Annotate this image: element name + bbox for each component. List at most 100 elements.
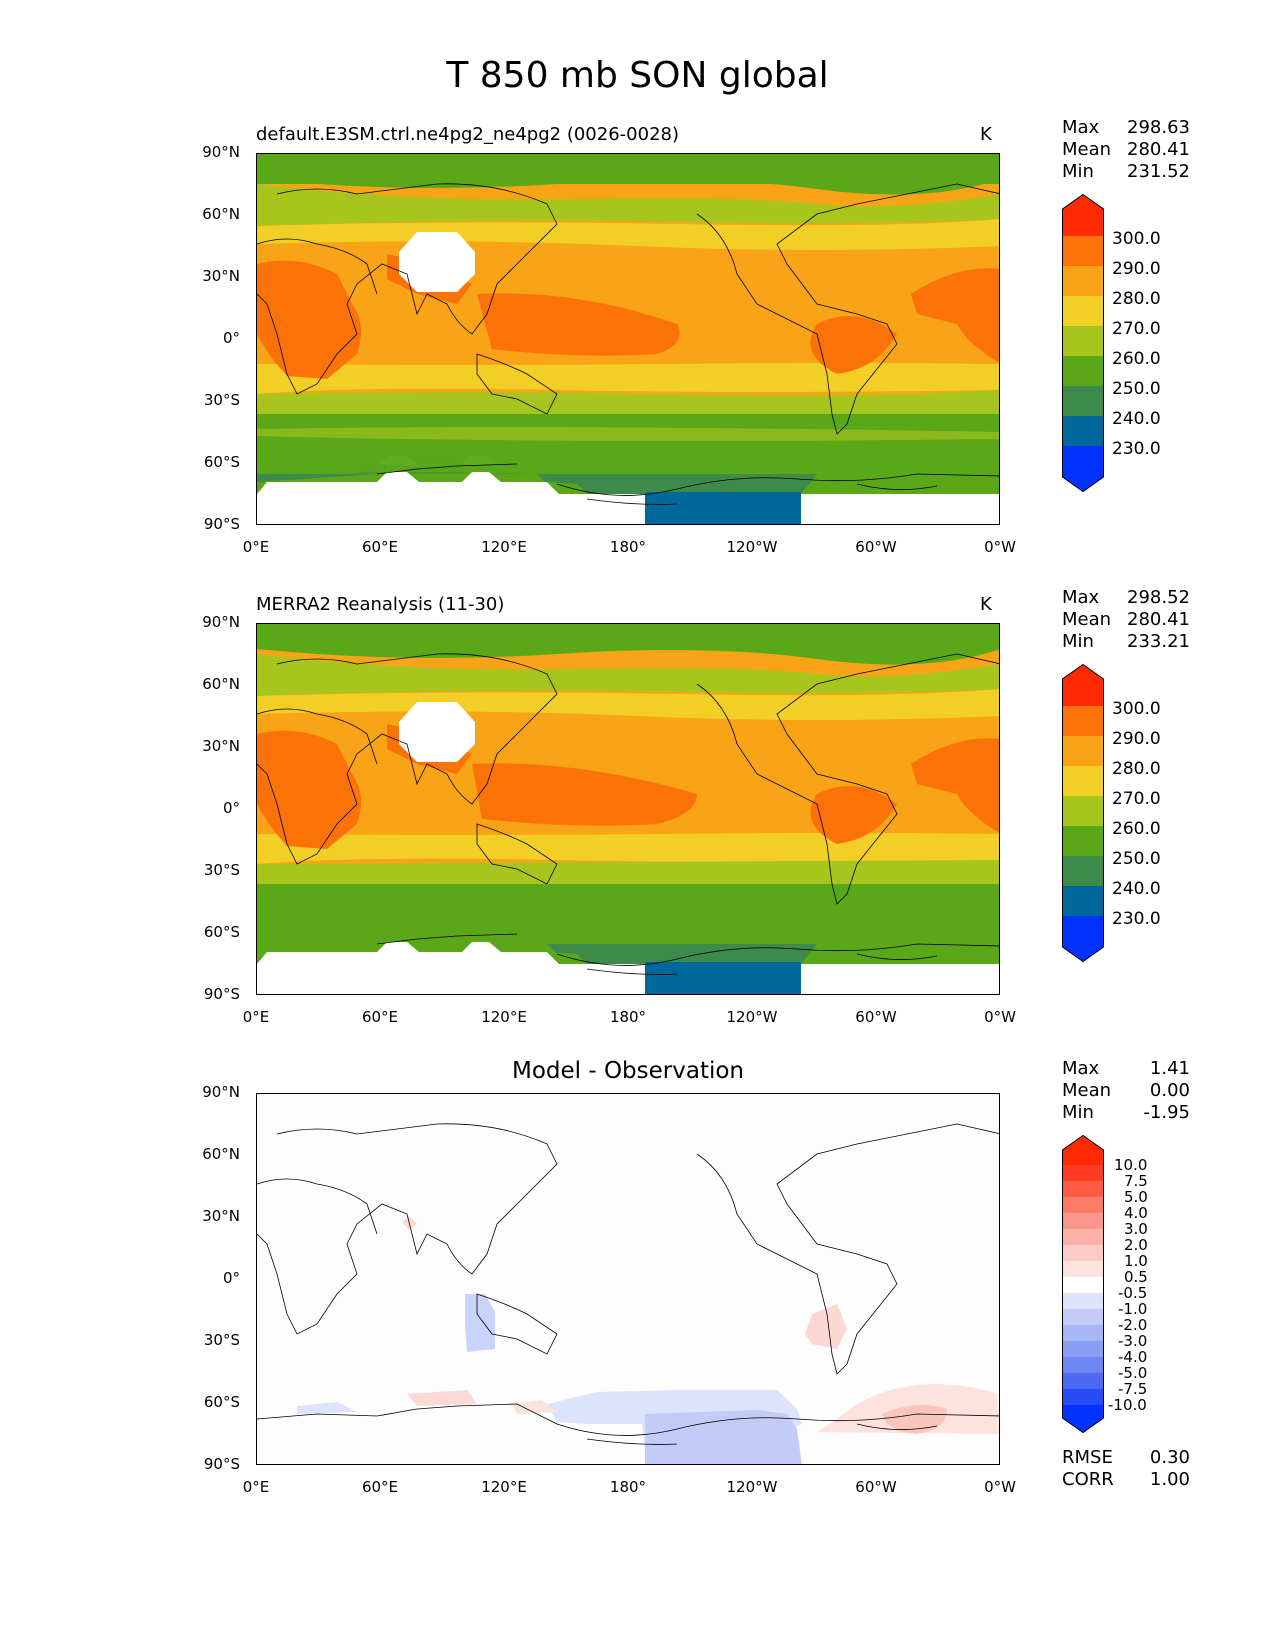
colorbar-label: 300.0 — [1112, 229, 1161, 249]
map-obs — [256, 623, 1000, 995]
x-tick-label: 60°W — [855, 1008, 897, 1026]
stats-box: Max 298.63 Mean 280.41 Min 231.52 — [1062, 117, 1190, 183]
rmse-label: RMSE — [1062, 1447, 1113, 1468]
colorbar-label: 250.0 — [1112, 379, 1161, 399]
x-tick-label: 0°E — [242, 1008, 270, 1026]
colorbar-label: -4.0 — [1118, 1348, 1148, 1366]
y-tick-label: 60°N — [202, 1145, 240, 1163]
y-tick-label: 30°N — [202, 267, 240, 285]
colorbar-label: 4.0 — [1124, 1204, 1148, 1222]
unit-label: K — [980, 124, 992, 145]
y-tick-label: 30°S — [203, 1331, 240, 1349]
x-tick-label: 0°W — [984, 1478, 1016, 1496]
y-tick-label: 30°S — [203, 391, 240, 409]
colorbar-label: 7.5 — [1124, 1172, 1148, 1190]
colorbar-label: -5.0 — [1118, 1364, 1148, 1382]
x-tick-label: 120°E — [481, 538, 527, 556]
y-tick-label: 0° — [222, 799, 240, 817]
min-value: 231.52 — [1127, 161, 1190, 182]
y-tick-label: 30°N — [202, 737, 240, 755]
x-tick-label: 120°W — [726, 1008, 778, 1026]
colorbar-label: -2.0 — [1118, 1316, 1148, 1334]
colorbar — [1062, 664, 1104, 962]
x-tick-label: 60°E — [361, 1478, 399, 1496]
colorbar-label: 1.0 — [1124, 1252, 1148, 1270]
colorbar-label: 230.0 — [1112, 439, 1161, 459]
mean-label: Mean — [1062, 1080, 1112, 1101]
colorbar-label: 260.0 — [1112, 349, 1161, 369]
x-tick-label: 120°E — [481, 1008, 527, 1026]
max-value: 298.52 — [1127, 587, 1190, 608]
metrics-box: RMSE 0.30 CORR 1.00 — [1062, 1447, 1190, 1491]
figure-title: T 850 mb SON global — [446, 55, 829, 96]
mean-label: Mean — [1062, 139, 1112, 160]
colorbar-label: 2.0 — [1124, 1236, 1148, 1254]
mean-value: 0.00 — [1149, 1080, 1190, 1101]
min-label: Min — [1062, 161, 1094, 182]
panel-title: default.E3SM.ctrl.ne4pg2_ne4pg2 (0026-00… — [256, 124, 679, 145]
max-label: Max — [1062, 587, 1100, 608]
max-label: Max — [1062, 1058, 1100, 1079]
colorbar-label: 290.0 — [1112, 729, 1161, 749]
stats-box: Max 298.52 Mean 280.41 Min 233.21 — [1062, 587, 1190, 653]
x-tick-label: 120°W — [726, 538, 778, 556]
x-tick-label: 60°E — [361, 1008, 399, 1026]
y-tick-label: 30°S — [203, 861, 240, 879]
colorbar-label: 240.0 — [1112, 409, 1161, 429]
mean-label: Mean — [1062, 609, 1112, 630]
stats-box: Max 1.41 Mean 0.00 Min -1.95 — [1062, 1058, 1190, 1124]
max-value: 298.63 — [1127, 117, 1190, 138]
y-tick-label: 0° — [222, 329, 240, 347]
colorbar-label: 250.0 — [1112, 849, 1161, 869]
max-value: 1.41 — [1149, 1058, 1190, 1079]
colorbar-label: -0.5 — [1118, 1284, 1148, 1302]
x-tick-label: 60°W — [855, 538, 897, 556]
corr-label: CORR — [1062, 1469, 1114, 1490]
colorbar-label: 240.0 — [1112, 879, 1161, 899]
colorbar-label: 300.0 — [1112, 699, 1161, 719]
unit-label: K — [980, 594, 992, 615]
mean-value: 280.41 — [1127, 139, 1190, 160]
x-tick-label: 0°W — [984, 538, 1016, 556]
x-tick-label: 180° — [609, 1478, 647, 1496]
colorbar-label: 3.0 — [1124, 1220, 1148, 1238]
x-tick-label: 180° — [609, 538, 647, 556]
corr-value: 1.00 — [1149, 1469, 1190, 1490]
colorbar-label: -3.0 — [1118, 1332, 1148, 1350]
y-tick-label: 0° — [222, 1269, 240, 1287]
max-label: Max — [1062, 117, 1100, 138]
colorbar-label: 5.0 — [1124, 1188, 1148, 1206]
colorbar-label: 290.0 — [1112, 259, 1161, 279]
colorbar-label: -7.5 — [1118, 1380, 1148, 1398]
colorbar — [1062, 1135, 1104, 1433]
y-tick-label: 90°N — [202, 1083, 240, 1101]
rmse-value: 0.30 — [1149, 1447, 1190, 1468]
min-value: -1.95 — [1143, 1102, 1190, 1123]
colorbar-label: -1.0 — [1118, 1300, 1148, 1318]
colorbar-label: 270.0 — [1112, 789, 1161, 809]
x-tick-label: 0°W — [984, 1008, 1016, 1026]
colorbar-label: 270.0 — [1112, 319, 1161, 339]
colorbar-label: 230.0 — [1112, 909, 1161, 929]
y-tick-label: 90°S — [203, 515, 240, 533]
min-label: Min — [1062, 1102, 1094, 1123]
y-tick-label: 90°N — [202, 143, 240, 161]
y-tick-label: 60°N — [202, 675, 240, 693]
panel-title: MERRA2 Reanalysis (11-30) — [256, 594, 505, 615]
y-tick-label: 30°N — [202, 1207, 240, 1225]
y-tick-label: 60°S — [203, 453, 240, 471]
colorbar-label: 260.0 — [1112, 819, 1161, 839]
y-tick-label: 90°N — [202, 613, 240, 631]
mean-value: 280.41 — [1127, 609, 1190, 630]
x-tick-label: 120°E — [481, 1478, 527, 1496]
x-tick-label: 60°E — [361, 538, 399, 556]
y-tick-label: 90°S — [203, 985, 240, 1003]
panel-title: Model - Observation — [511, 1058, 745, 1084]
x-tick-label: 60°W — [855, 1478, 897, 1496]
colorbar-label: 0.5 — [1124, 1268, 1148, 1286]
x-tick-label: 120°W — [726, 1478, 778, 1496]
colorbar-label: 280.0 — [1112, 289, 1161, 309]
x-tick-label: 0°E — [242, 538, 270, 556]
map-model — [256, 153, 1000, 525]
colorbar-label: 280.0 — [1112, 759, 1161, 779]
